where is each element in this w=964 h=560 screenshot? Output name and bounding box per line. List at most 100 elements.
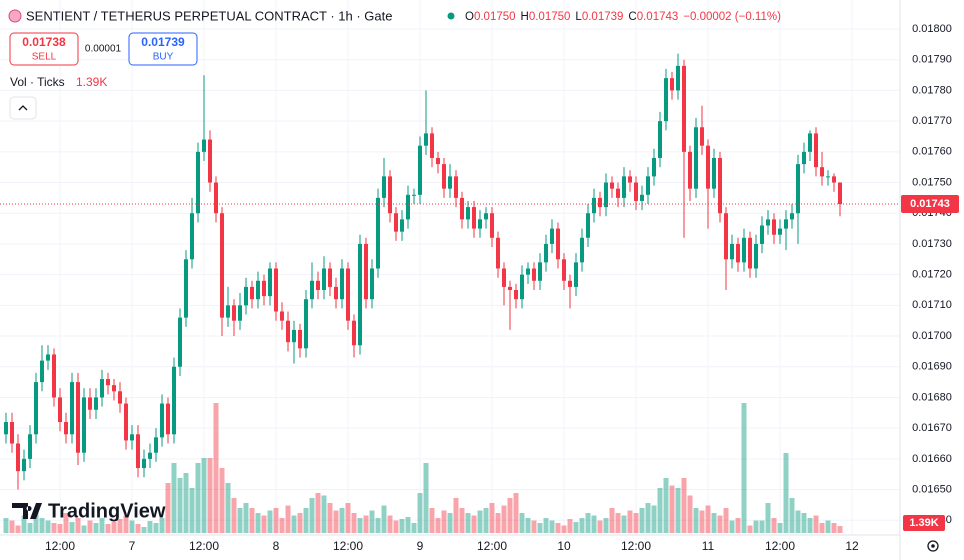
volume-bar [753, 520, 759, 533]
candle-body [274, 268, 278, 312]
candle-body [772, 219, 776, 235]
candle-body [232, 305, 236, 321]
volume-bar [651, 505, 657, 533]
volume-bar [255, 513, 261, 533]
volume-bar [819, 523, 825, 533]
volume-bar [363, 515, 369, 533]
candle-body [442, 164, 446, 189]
candle-body [394, 213, 398, 232]
volume-bar [51, 523, 57, 533]
volume-bar [291, 515, 297, 533]
volume-bar [327, 503, 333, 533]
y-tick-label: 0.01760 [912, 146, 952, 158]
last-price-tag [901, 195, 959, 214]
volume-layer [3, 403, 843, 533]
y-tick-label: 0.01790 [912, 54, 952, 66]
volume-bar [687, 495, 693, 533]
legend-label: C [628, 11, 636, 23]
candle-body [340, 268, 344, 300]
candle-body [424, 133, 428, 146]
volume-bar [837, 526, 843, 533]
volume-bar [477, 510, 483, 533]
candle-body [784, 219, 788, 229]
candle-body [694, 127, 698, 189]
volume-bar [549, 520, 555, 533]
x-tick-label: 12:00 [477, 539, 507, 553]
sell-button[interactable] [9, 32, 79, 66]
volume-bar [309, 498, 315, 533]
volume-bar [831, 523, 837, 533]
volume-bar [183, 473, 189, 533]
candle-body [472, 207, 476, 229]
candle-body [430, 133, 434, 158]
volume-bar [153, 523, 159, 533]
x-tick-label: 9 [417, 539, 424, 553]
volume-bar [615, 513, 621, 533]
volume-bar [717, 515, 723, 533]
candle-body [796, 164, 800, 214]
y-tick-label: 0.01650 [912, 483, 952, 495]
volume-bar [453, 498, 459, 533]
candle-body [28, 434, 32, 459]
candle-body [226, 305, 230, 318]
volume-bar [135, 524, 141, 533]
volume-bar [93, 523, 99, 533]
symbol-icon [8, 9, 22, 23]
candle-body [46, 354, 50, 361]
y-tick-label: 0.01770 [912, 115, 952, 127]
buy-label: BUY [153, 52, 174, 63]
indicator-value: 1.39K [76, 75, 107, 89]
volume-bar [237, 508, 243, 533]
candle-body [112, 385, 116, 392]
volume-bar [435, 518, 441, 533]
candle-body [502, 268, 506, 287]
candle-body [718, 157, 722, 214]
candle-body [568, 280, 572, 287]
candle-body [76, 382, 80, 453]
volume-bar [3, 518, 9, 533]
candle-body [622, 176, 626, 198]
candle-body [454, 176, 458, 198]
candle-body [16, 443, 20, 472]
candle-body [712, 157, 716, 189]
x-tick-label: 12 [845, 539, 859, 553]
volume-bar [357, 518, 363, 533]
volume-bar [405, 517, 411, 533]
candle-body [82, 397, 86, 453]
candle-body [436, 157, 440, 165]
volume-bar [225, 483, 231, 533]
volume-bar [441, 510, 447, 533]
candle-body [610, 182, 614, 189]
collapse-button[interactable] [9, 96, 37, 120]
candle-body [352, 320, 356, 346]
settings-icon[interactable] [927, 540, 939, 552]
candle-body [220, 213, 224, 318]
volume-bar [321, 495, 327, 533]
candle-body [418, 145, 422, 195]
volume-bar [723, 508, 729, 533]
volume-bar [369, 510, 375, 533]
candle-body [478, 219, 482, 229]
y-tick-label: 0.01730 [912, 238, 952, 250]
volume-bar [63, 513, 69, 533]
volume-bar [447, 513, 453, 533]
y-tick-label: 0.01710 [912, 299, 952, 311]
legend-label: O [465, 11, 474, 23]
volume-bar [429, 508, 435, 533]
volume-bar [117, 519, 123, 533]
candle-body [640, 194, 644, 201]
candle-body [802, 151, 806, 165]
volume-bar [15, 525, 21, 533]
candle-body [634, 182, 638, 201]
volume-bar [195, 463, 201, 533]
volume-bar [825, 520, 831, 533]
candle-body [286, 320, 290, 343]
volume-bar [387, 515, 393, 533]
candle-body [646, 176, 650, 195]
volume-bar [99, 518, 105, 533]
candle-body [148, 452, 152, 459]
buy-button[interactable] [128, 32, 198, 66]
volume-bar [669, 485, 675, 533]
candle-body [496, 237, 500, 269]
legend-label: H [521, 11, 529, 23]
